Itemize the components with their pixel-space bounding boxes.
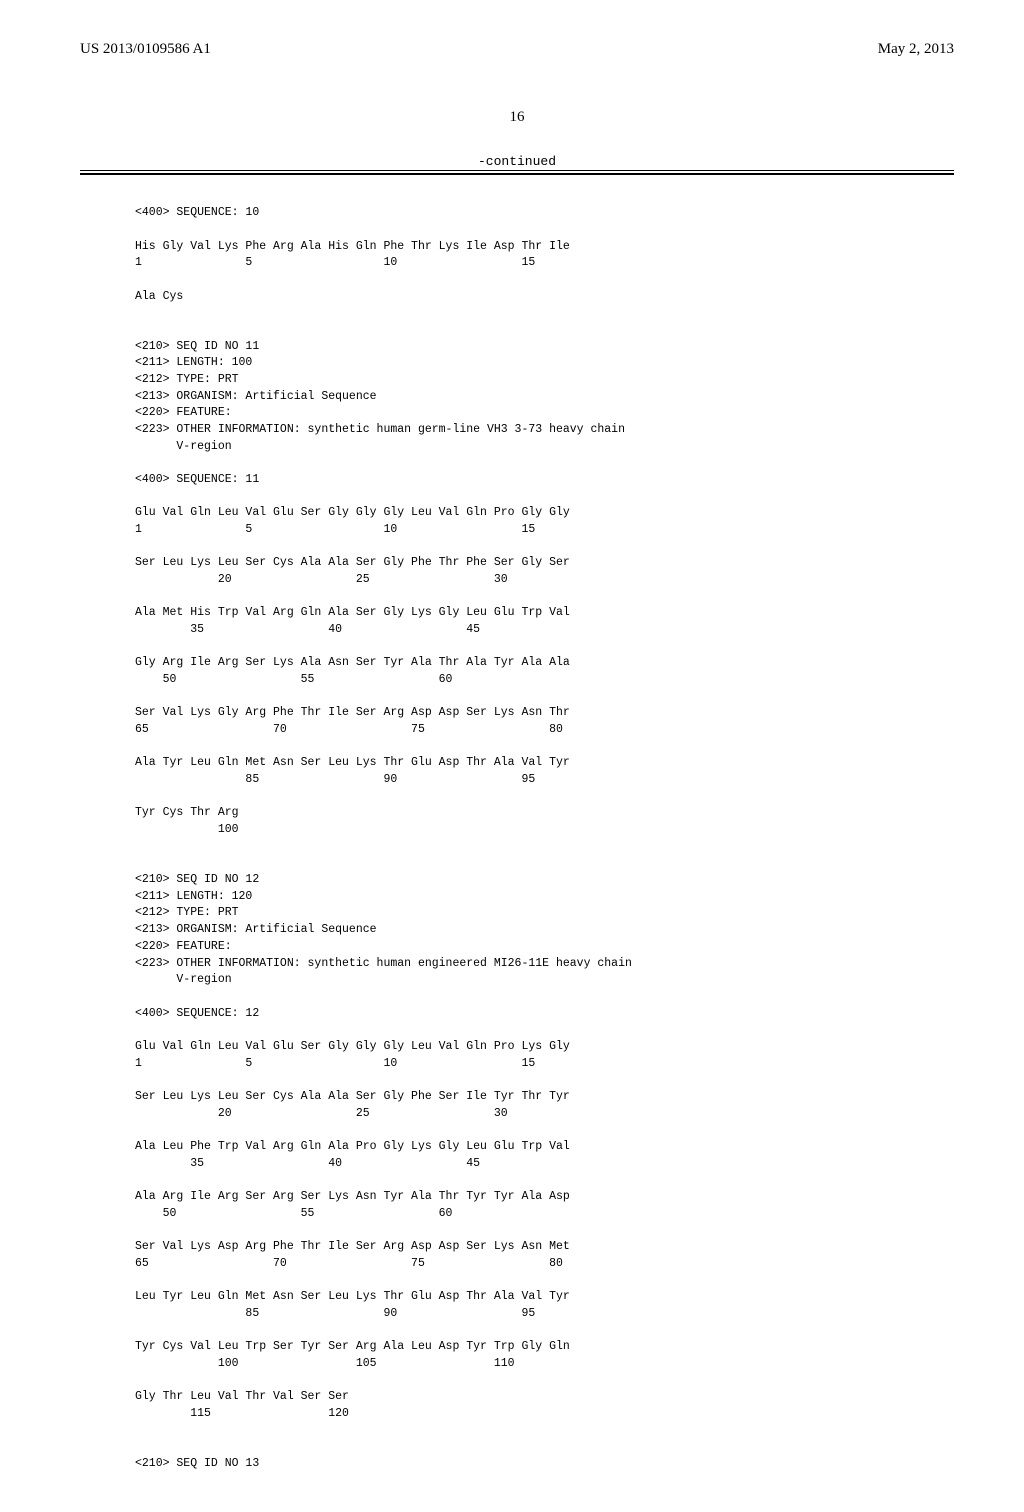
seq11-meta: <212> TYPE: PRT [135, 373, 239, 386]
seq12-meta: <220> FEATURE: [135, 940, 232, 953]
seq12-num: 1 5 10 15 [135, 1057, 535, 1070]
seq10-row: His Gly Val Lys Phe Arg Ala His Gln Phe … [135, 240, 570, 253]
seq12-num: 85 90 95 [135, 1307, 535, 1320]
seq12-meta: <210> SEQ ID NO 12 [135, 873, 259, 886]
seq11-meta: <220> FEATURE: [135, 406, 232, 419]
seq11-row: Gly Arg Ile Arg Ser Lys Ala Asn Ser Tyr … [135, 656, 570, 669]
seq12-row: Tyr Cys Val Leu Trp Ser Tyr Ser Arg Ala … [135, 1340, 570, 1353]
seq11-row: Glu Val Gln Leu Val Glu Ser Gly Gly Gly … [135, 506, 570, 519]
page-number: 16 [80, 108, 954, 126]
seq11-num: 85 90 95 [135, 773, 535, 786]
seq12-row: Ala Arg Ile Arg Ser Arg Ser Lys Asn Tyr … [135, 1190, 570, 1203]
seq11-meta: <211> LENGTH: 100 [135, 356, 252, 369]
seq12-row: Glu Val Gln Leu Val Glu Ser Gly Gly Gly … [135, 1040, 570, 1053]
divider-thick [80, 173, 954, 175]
seq11-meta: <223> OTHER INFORMATION: synthetic human… [135, 423, 625, 436]
seq12-row: Ala Leu Phe Trp Val Arg Gln Ala Pro Gly … [135, 1140, 570, 1153]
seq11-header: <400> SEQUENCE: 11 [135, 473, 259, 486]
seq11-row: Tyr Cys Thr Arg [135, 806, 239, 819]
seq11-row: Ser Val Lys Gly Arg Phe Thr Ile Ser Arg … [135, 706, 570, 719]
seq11-num: 1 5 10 15 [135, 523, 535, 536]
seq12-num: 50 55 60 [135, 1207, 452, 1220]
seq12-meta: V-region [135, 973, 232, 986]
seq12-row: Gly Thr Leu Val Thr Val Ser Ser [135, 1390, 349, 1403]
doc-number: US 2013/0109586 A1 [80, 40, 211, 58]
sequence-listing: <400> SEQUENCE: 10 His Gly Val Lys Phe A… [135, 189, 954, 1473]
seq11-num: 100 [135, 823, 239, 836]
divider-top [80, 170, 954, 171]
seq12-meta: <213> ORGANISM: Artificial Sequence [135, 923, 377, 936]
seq10-num: 1 5 10 15 [135, 256, 535, 269]
seq12-meta: <212> TYPE: PRT [135, 906, 239, 919]
seq12-header: <400> SEQUENCE: 12 [135, 1007, 259, 1020]
seq11-num: 20 25 30 [135, 573, 508, 586]
seq11-row: Ser Leu Lys Leu Ser Cys Ala Ala Ser Gly … [135, 556, 570, 569]
seq11-row: Ala Tyr Leu Gln Met Asn Ser Leu Lys Thr … [135, 756, 570, 769]
seq12-num: 115 120 [135, 1407, 349, 1420]
seq10-row: Ala Cys [135, 290, 183, 303]
seq13-meta: <210> SEQ ID NO 13 [135, 1457, 259, 1470]
seq12-num: 35 40 45 [135, 1157, 480, 1170]
seq12-num: 65 70 75 80 [135, 1257, 563, 1270]
seq11-meta: <213> ORGANISM: Artificial Sequence [135, 390, 377, 403]
seq12-row: Leu Tyr Leu Gln Met Asn Ser Leu Lys Thr … [135, 1290, 570, 1303]
seq11-meta: <210> SEQ ID NO 11 [135, 340, 259, 353]
page-header: US 2013/0109586 A1 May 2, 2013 [80, 40, 954, 58]
continued-label: -continued [80, 154, 954, 170]
seq12-num: 100 105 110 [135, 1357, 515, 1370]
seq11-num: 65 70 75 80 [135, 723, 563, 736]
seq12-num: 20 25 30 [135, 1107, 508, 1120]
seq12-meta: <223> OTHER INFORMATION: synthetic human… [135, 957, 632, 970]
seq12-meta: <211> LENGTH: 120 [135, 890, 252, 903]
seq11-num: 50 55 60 [135, 673, 452, 686]
seq12-row: Ser Leu Lys Leu Ser Cys Ala Ala Ser Gly … [135, 1090, 570, 1103]
seq10-header: <400> SEQUENCE: 10 [135, 206, 259, 219]
doc-date: May 2, 2013 [878, 40, 954, 58]
seq11-row: Ala Met His Trp Val Arg Gln Ala Ser Gly … [135, 606, 570, 619]
seq11-meta: V-region [135, 440, 232, 453]
seq11-num: 35 40 45 [135, 623, 480, 636]
seq12-row: Ser Val Lys Asp Arg Phe Thr Ile Ser Arg … [135, 1240, 570, 1253]
